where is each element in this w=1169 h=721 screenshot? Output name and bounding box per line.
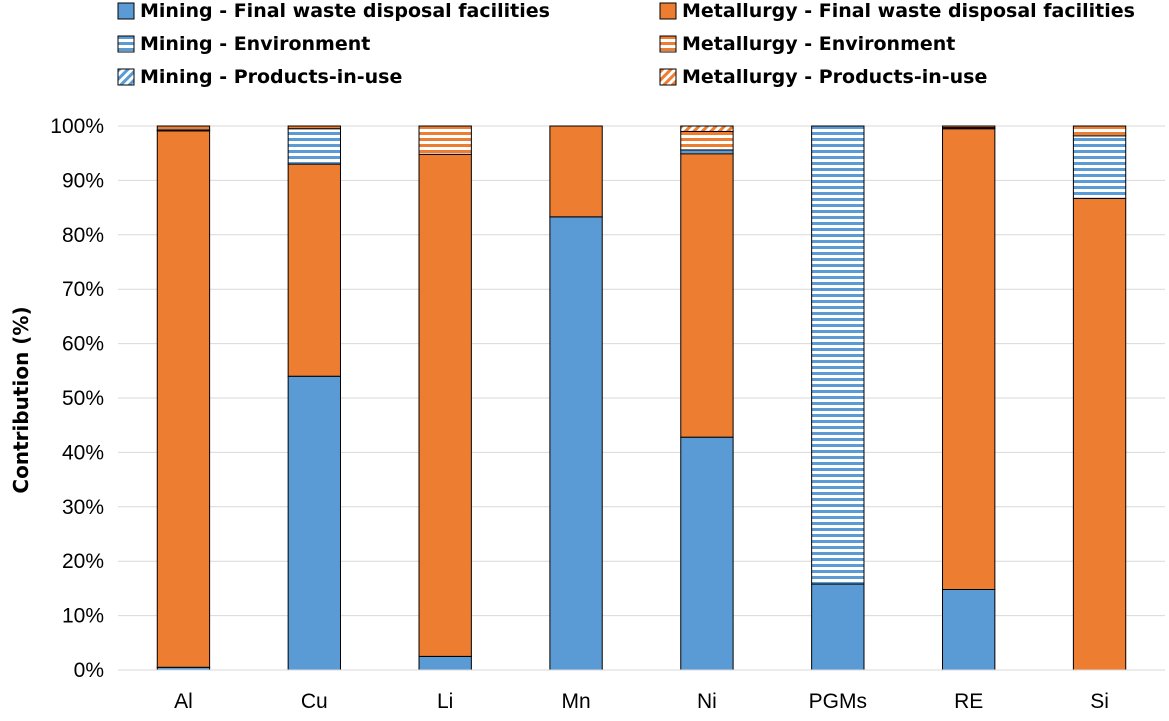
legend-label: Mining - Environment [140, 33, 370, 55]
bar-segment [942, 588, 996, 671]
legend-label: Metallurgy - Products-in-use [682, 66, 987, 88]
y-tick-label: 30% [62, 496, 104, 519]
bar-segment [418, 153, 472, 657]
axes: 0% 10% 20% 30% 40% 50% 60% 70% 80% 90% 100% Al Cu Li M… [50, 115, 1165, 713]
x-tick-label: Al [174, 690, 193, 713]
bar-segment [1072, 197, 1127, 671]
legend-label: Mining - Final waste disposal facilities [140, 0, 550, 22]
x-tick-label: PGMs [809, 690, 867, 713]
y-tick-label: 0% [74, 659, 104, 682]
legend-swatch [659, 68, 677, 86]
y-tick-label: 60% [62, 333, 104, 356]
bar-segment [680, 436, 734, 671]
bar-segment [942, 128, 996, 590]
bar-segment [680, 149, 734, 155]
x-tick-label: Cu [301, 690, 328, 713]
legend: Mining - Final waste disposal facilities… [117, 0, 1135, 88]
x-tick-label: RE [954, 690, 983, 713]
legend-swatch [117, 2, 135, 20]
bar-segment [680, 130, 734, 151]
y-tick-label: 90% [62, 169, 104, 192]
y-tick-label: 70% [62, 278, 104, 301]
bar-segment [287, 375, 341, 671]
x-tick-label: Li [437, 690, 453, 713]
legend-swatch [117, 35, 135, 53]
bar-segment [942, 125, 996, 129]
bar-segment [287, 128, 341, 165]
bar-segment [811, 125, 865, 585]
y-tick-label: 10% [62, 605, 104, 628]
bar-segment [549, 216, 603, 671]
legend-label: Mining - Products-in-use [140, 66, 402, 88]
bar-segment [811, 583, 865, 671]
bar-segment [549, 125, 603, 218]
bar-segment [1072, 125, 1127, 137]
y-tick-label: 40% [62, 441, 104, 464]
bar-segment [680, 153, 734, 438]
bar-segment [287, 125, 341, 130]
x-tick-label: Ni [697, 690, 717, 713]
legend-swatch [117, 68, 135, 86]
legend-swatch [659, 35, 677, 53]
legend-swatch [659, 2, 677, 20]
y-tick-label: 20% [62, 550, 104, 573]
x-tick-label: Mn [561, 690, 590, 713]
y-axis-title: Contribution (%) [9, 306, 33, 493]
y-tick-label: 80% [62, 224, 104, 247]
bar-segment [287, 163, 341, 377]
bar-segment [156, 125, 211, 131]
bar-segment [418, 655, 472, 671]
legend-label: Metallurgy - Environment [682, 33, 955, 55]
y-tick-label: 100% [50, 115, 104, 138]
bar-segment [680, 125, 734, 132]
bar-segment [156, 130, 211, 668]
gridlines [118, 125, 1165, 617]
legend-label: Metallurgy - Final waste disposal facili… [682, 0, 1135, 22]
y-tick-label: 50% [62, 387, 104, 410]
bars [156, 125, 1127, 671]
bar-segment [1072, 135, 1127, 199]
bar-segment [418, 125, 472, 155]
x-tick-label: Si [1090, 690, 1109, 713]
